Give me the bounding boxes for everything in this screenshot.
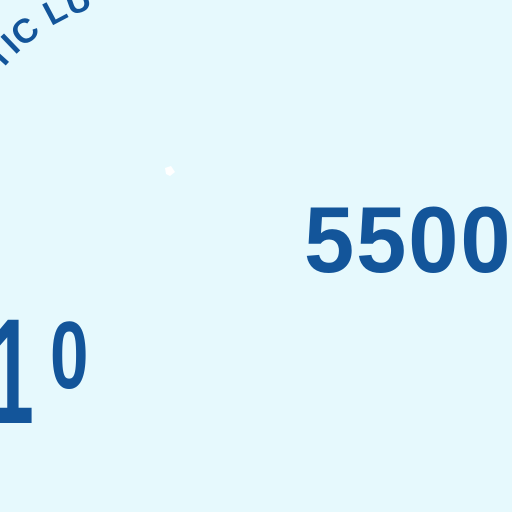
amount-number: 5500	[304, 187, 512, 292]
arc-text-graphic: NTIC LU	[0, 0, 96, 96]
number-digit-zero: 0	[50, 302, 89, 409]
arc-text: NTIC LU	[0, 0, 97, 96]
dust-speck-mark	[165, 166, 175, 176]
number-digit-one: 1	[0, 296, 34, 446]
